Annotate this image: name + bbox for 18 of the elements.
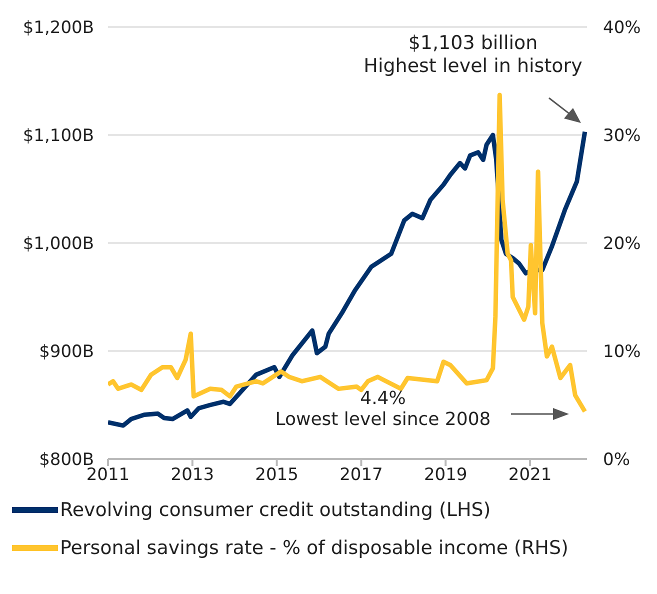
y-tick-label: $1,000B	[22, 234, 94, 254]
y2-tick-label: 0%	[603, 450, 630, 470]
y-tick-label: $900B	[39, 342, 94, 362]
y2-tick-label: 20%	[603, 234, 641, 254]
y2-tick-label: 30%	[603, 126, 641, 146]
y-tick-label: $1,100B	[22, 126, 94, 146]
x-tick-label: 2019	[424, 465, 468, 486]
annotation: 4.4% Lowest level since 2008	[274, 388, 492, 430]
x-tick-label: 2017	[340, 465, 383, 486]
legend-label: Revolving consumer credit outstanding (LHS)	[60, 499, 491, 521]
y2-tick-label: 40%	[603, 18, 641, 38]
legend-label: Personal savings rate - % of disposable income (RHS)	[60, 537, 568, 559]
x-tick-label: 2021	[508, 465, 552, 486]
y-tick-label: $1,200B	[22, 18, 94, 38]
x-tick-label: 2015	[255, 465, 298, 486]
x-tick-label: 2013	[170, 465, 214, 486]
y2-tick-label: 10%	[603, 342, 641, 362]
annotation: $1,103 billion Highest level in history	[362, 32, 584, 78]
